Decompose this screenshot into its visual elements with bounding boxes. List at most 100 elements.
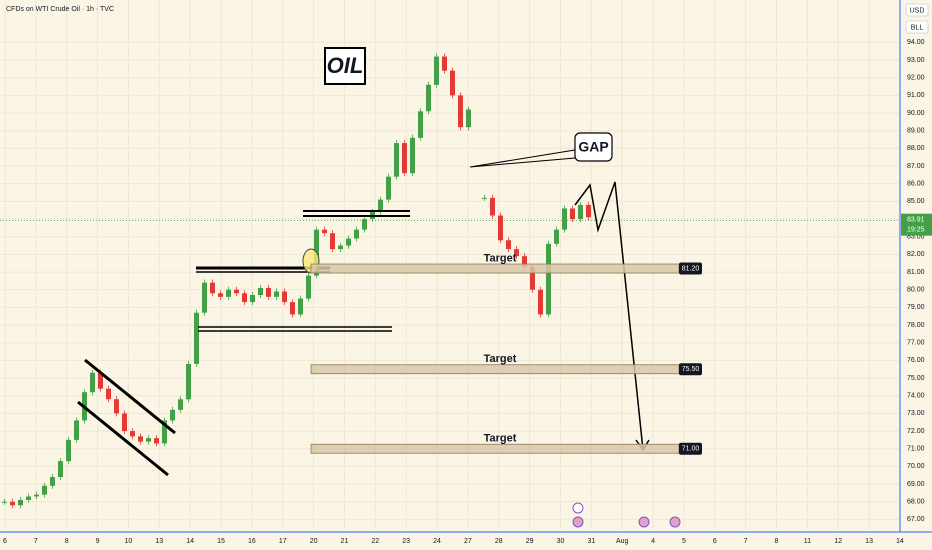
x-tick-label: 31 bbox=[587, 538, 595, 545]
candle bbox=[194, 312, 199, 364]
y-tick-label: 68.00 bbox=[907, 499, 925, 506]
x-tick-label: 16 bbox=[248, 538, 256, 545]
candle bbox=[226, 289, 231, 297]
x-tick-label: 24 bbox=[433, 538, 441, 545]
candle bbox=[250, 295, 255, 303]
candle bbox=[66, 439, 71, 462]
candle bbox=[506, 240, 511, 250]
x-tick-label: 4 bbox=[651, 538, 655, 545]
candle bbox=[290, 302, 295, 315]
candle bbox=[346, 238, 351, 246]
y-tick-label: 90.00 bbox=[907, 110, 925, 117]
y-tick-label: 78.00 bbox=[907, 322, 925, 329]
candle bbox=[130, 431, 135, 437]
candle bbox=[410, 137, 415, 174]
candle bbox=[282, 291, 287, 303]
candle bbox=[218, 293, 223, 297]
candle bbox=[106, 388, 111, 400]
event-icon bbox=[572, 516, 584, 528]
target-label: Target bbox=[484, 433, 517, 445]
x-tick-label: 10 bbox=[125, 538, 133, 545]
candle bbox=[330, 233, 335, 250]
y-tick-label: 80.00 bbox=[907, 287, 925, 294]
price-axis-bg bbox=[900, 0, 932, 550]
countdown: 19:25 bbox=[907, 227, 925, 234]
y-tick-label: 91.00 bbox=[907, 92, 925, 99]
x-tick-label: 5 bbox=[682, 538, 686, 545]
currency-box bbox=[905, 3, 929, 17]
candle bbox=[362, 219, 367, 230]
callout-pointer bbox=[469, 149, 576, 168]
candle bbox=[266, 287, 271, 297]
candle bbox=[418, 111, 423, 138]
y-tick-label: 85.00 bbox=[907, 198, 925, 205]
candle bbox=[458, 95, 463, 128]
candle bbox=[210, 282, 215, 294]
x-tick-label: 14 bbox=[186, 538, 194, 545]
channel-line bbox=[84, 358, 176, 435]
candle bbox=[242, 293, 247, 303]
x-tick-label: 21 bbox=[341, 538, 349, 545]
candle bbox=[554, 229, 559, 244]
candle bbox=[546, 243, 551, 315]
y-tick-label: 92.00 bbox=[907, 75, 925, 82]
candle bbox=[10, 501, 15, 506]
x-tick-label: 8 bbox=[775, 538, 779, 545]
target-label: Target bbox=[484, 252, 517, 264]
x-tick-label: 12 bbox=[834, 538, 842, 545]
candle bbox=[530, 266, 535, 290]
y-tick-label: 82.00 bbox=[907, 251, 925, 258]
y-tick-label: 86.00 bbox=[907, 181, 925, 188]
candle bbox=[26, 496, 31, 500]
x-tick-label: 7 bbox=[34, 538, 38, 545]
candle bbox=[90, 372, 95, 393]
x-tick-label: 9 bbox=[96, 538, 100, 545]
candle bbox=[586, 204, 591, 218]
candle bbox=[146, 438, 151, 442]
candle bbox=[490, 197, 495, 216]
candle bbox=[426, 84, 431, 112]
candle bbox=[298, 298, 303, 315]
y-tick-label: 88.00 bbox=[907, 145, 925, 152]
y-tick-label: 72.00 bbox=[907, 428, 925, 435]
currency: USD bbox=[910, 7, 925, 14]
candle bbox=[306, 275, 311, 299]
y-tick-label: 71.00 bbox=[907, 446, 925, 453]
candle bbox=[98, 372, 103, 389]
candle bbox=[466, 109, 471, 128]
grid bbox=[0, 0, 901, 530]
x-tick-label: 28 bbox=[495, 538, 503, 545]
x-tick-label: 13 bbox=[865, 538, 873, 545]
name-box bbox=[324, 47, 366, 85]
event-icon bbox=[669, 516, 681, 528]
y-tick-label: 70.00 bbox=[907, 463, 925, 470]
candle bbox=[42, 485, 47, 495]
candle bbox=[386, 176, 391, 200]
time-axis-bg bbox=[0, 532, 932, 550]
candle bbox=[122, 413, 127, 432]
x-tick-label: 14 bbox=[896, 538, 904, 545]
gap-box bbox=[574, 132, 613, 162]
y-tick-label: 94.00 bbox=[907, 39, 925, 46]
candle bbox=[322, 229, 327, 234]
target-price-box bbox=[679, 442, 702, 455]
y-tick-label: 73.00 bbox=[907, 410, 925, 417]
candle bbox=[578, 204, 583, 220]
x-tick-label: 29 bbox=[526, 538, 534, 545]
x-tick-label: 6 bbox=[3, 538, 7, 545]
candle bbox=[114, 399, 119, 414]
candle bbox=[258, 287, 263, 296]
candle bbox=[50, 477, 55, 486]
y-tick-label: 67.00 bbox=[907, 516, 925, 523]
y-tick-label: 87.00 bbox=[907, 163, 925, 170]
target-price-box bbox=[679, 262, 702, 275]
unit-box bbox=[905, 20, 929, 34]
gap-label: GAP bbox=[578, 139, 608, 155]
y-tick-label: 74.00 bbox=[907, 393, 925, 400]
x-tick-label: Aug bbox=[616, 538, 629, 545]
candle bbox=[442, 56, 447, 71]
target-label: Target bbox=[484, 353, 517, 365]
target-zone bbox=[310, 364, 680, 375]
projection-path bbox=[574, 181, 644, 451]
